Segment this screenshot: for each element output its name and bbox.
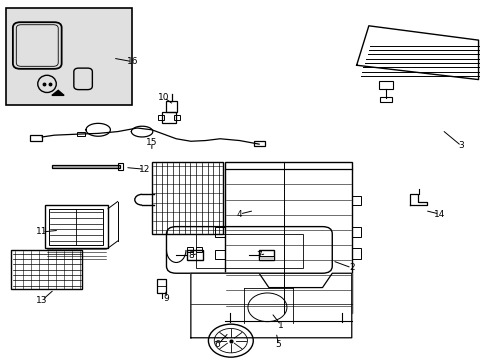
Bar: [351, 248, 360, 259]
Bar: [77, 132, 84, 136]
Text: 13: 13: [36, 296, 48, 305]
Bar: [186, 249, 202, 260]
Bar: [259, 256, 273, 260]
Bar: [5, 8, 132, 105]
Bar: [157, 279, 166, 293]
Polygon shape: [52, 90, 64, 95]
Text: 2: 2: [348, 264, 354, 273]
Bar: [378, 81, 392, 89]
Bar: [215, 250, 224, 259]
Text: 3: 3: [458, 141, 464, 150]
Bar: [351, 196, 360, 205]
Bar: [11, 250, 82, 289]
Bar: [161, 112, 176, 123]
Text: 10: 10: [158, 93, 169, 102]
Bar: [379, 97, 391, 102]
Text: 7: 7: [256, 251, 262, 260]
Text: 1: 1: [278, 321, 284, 330]
Text: 11: 11: [36, 228, 48, 237]
Bar: [215, 226, 224, 237]
Bar: [152, 162, 222, 234]
Text: 9: 9: [163, 294, 169, 303]
Bar: [44, 205, 108, 248]
Bar: [254, 140, 264, 146]
Polygon shape: [356, 26, 478, 80]
Text: 4: 4: [236, 210, 242, 219]
Bar: [118, 163, 122, 170]
Text: 16: 16: [126, 57, 138, 66]
Bar: [166, 101, 177, 112]
Polygon shape: [190, 273, 351, 338]
Bar: [224, 162, 351, 313]
Bar: [30, 135, 42, 141]
Bar: [158, 115, 163, 120]
Bar: [259, 250, 273, 260]
Text: 12: 12: [139, 165, 150, 174]
Text: 14: 14: [433, 210, 444, 219]
Bar: [351, 226, 360, 237]
Bar: [195, 247, 201, 252]
Bar: [49, 209, 103, 244]
Text: 15: 15: [146, 138, 157, 147]
Text: 6: 6: [214, 341, 220, 350]
Text: 8: 8: [187, 251, 193, 260]
Bar: [173, 115, 179, 120]
Bar: [52, 165, 120, 168]
Text: 5: 5: [275, 341, 281, 350]
Bar: [186, 247, 192, 252]
Bar: [195, 234, 303, 268]
